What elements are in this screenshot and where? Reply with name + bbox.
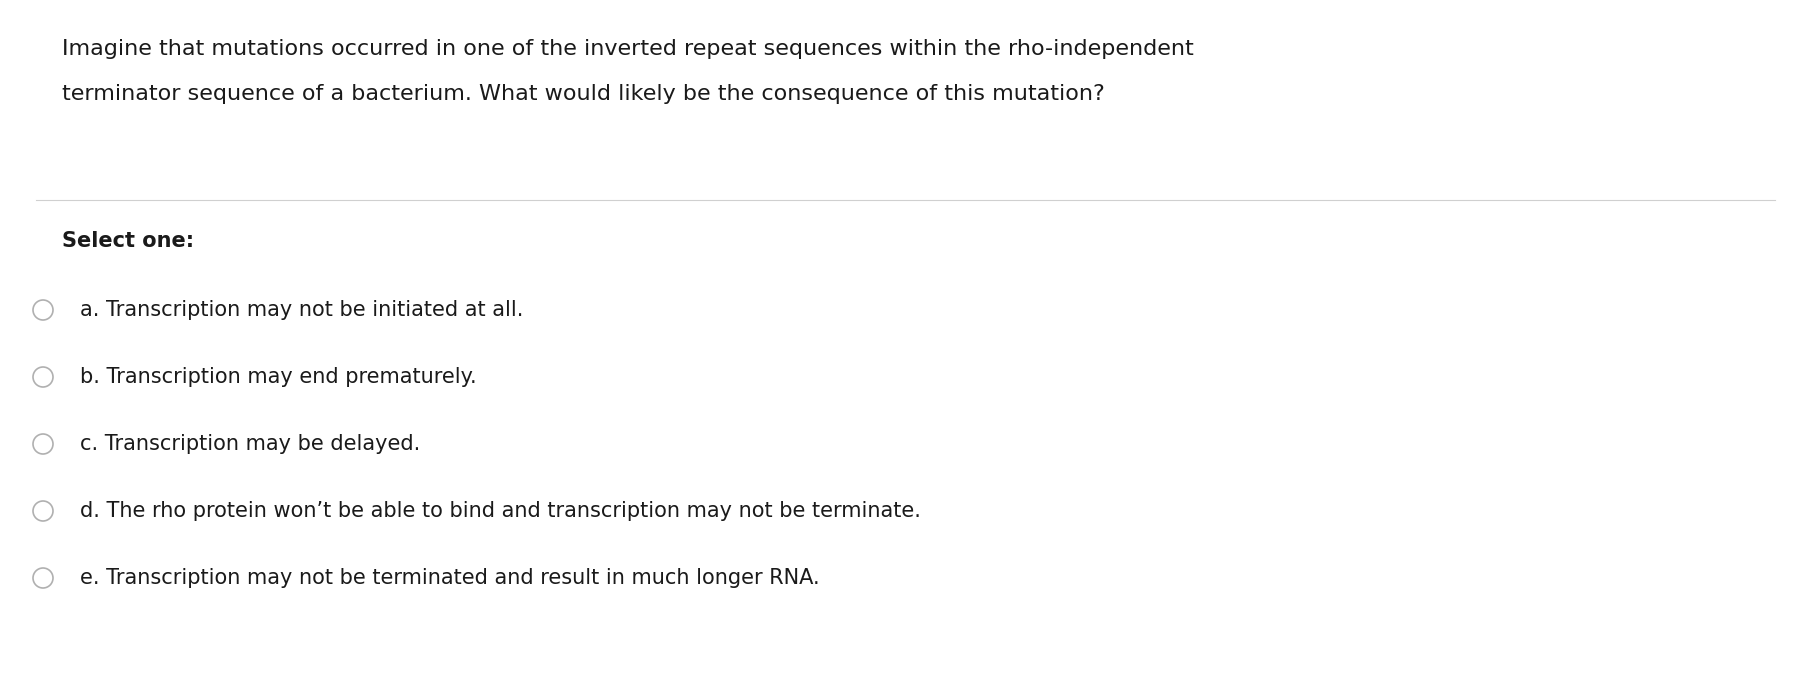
Text: Select one:: Select one: xyxy=(61,231,195,251)
Text: d. The rho protein won’t be able to bind and transcription may not be terminate.: d. The rho protein won’t be able to bind… xyxy=(79,501,921,521)
Text: e. Transcription may not be terminated and result in much longer RNA.: e. Transcription may not be terminated a… xyxy=(79,568,820,588)
Text: a. Transcription may not be initiated at all.: a. Transcription may not be initiated at… xyxy=(79,300,523,320)
Text: terminator sequence of a bacterium. What would likely be the consequence of this: terminator sequence of a bacterium. What… xyxy=(61,84,1105,104)
Text: c. Transcription may be delayed.: c. Transcription may be delayed. xyxy=(79,434,420,454)
Text: Imagine that mutations occurred in one of the inverted repeat sequences within t: Imagine that mutations occurred in one o… xyxy=(61,39,1193,59)
Text: b. Transcription may end prematurely.: b. Transcription may end prematurely. xyxy=(79,367,476,387)
